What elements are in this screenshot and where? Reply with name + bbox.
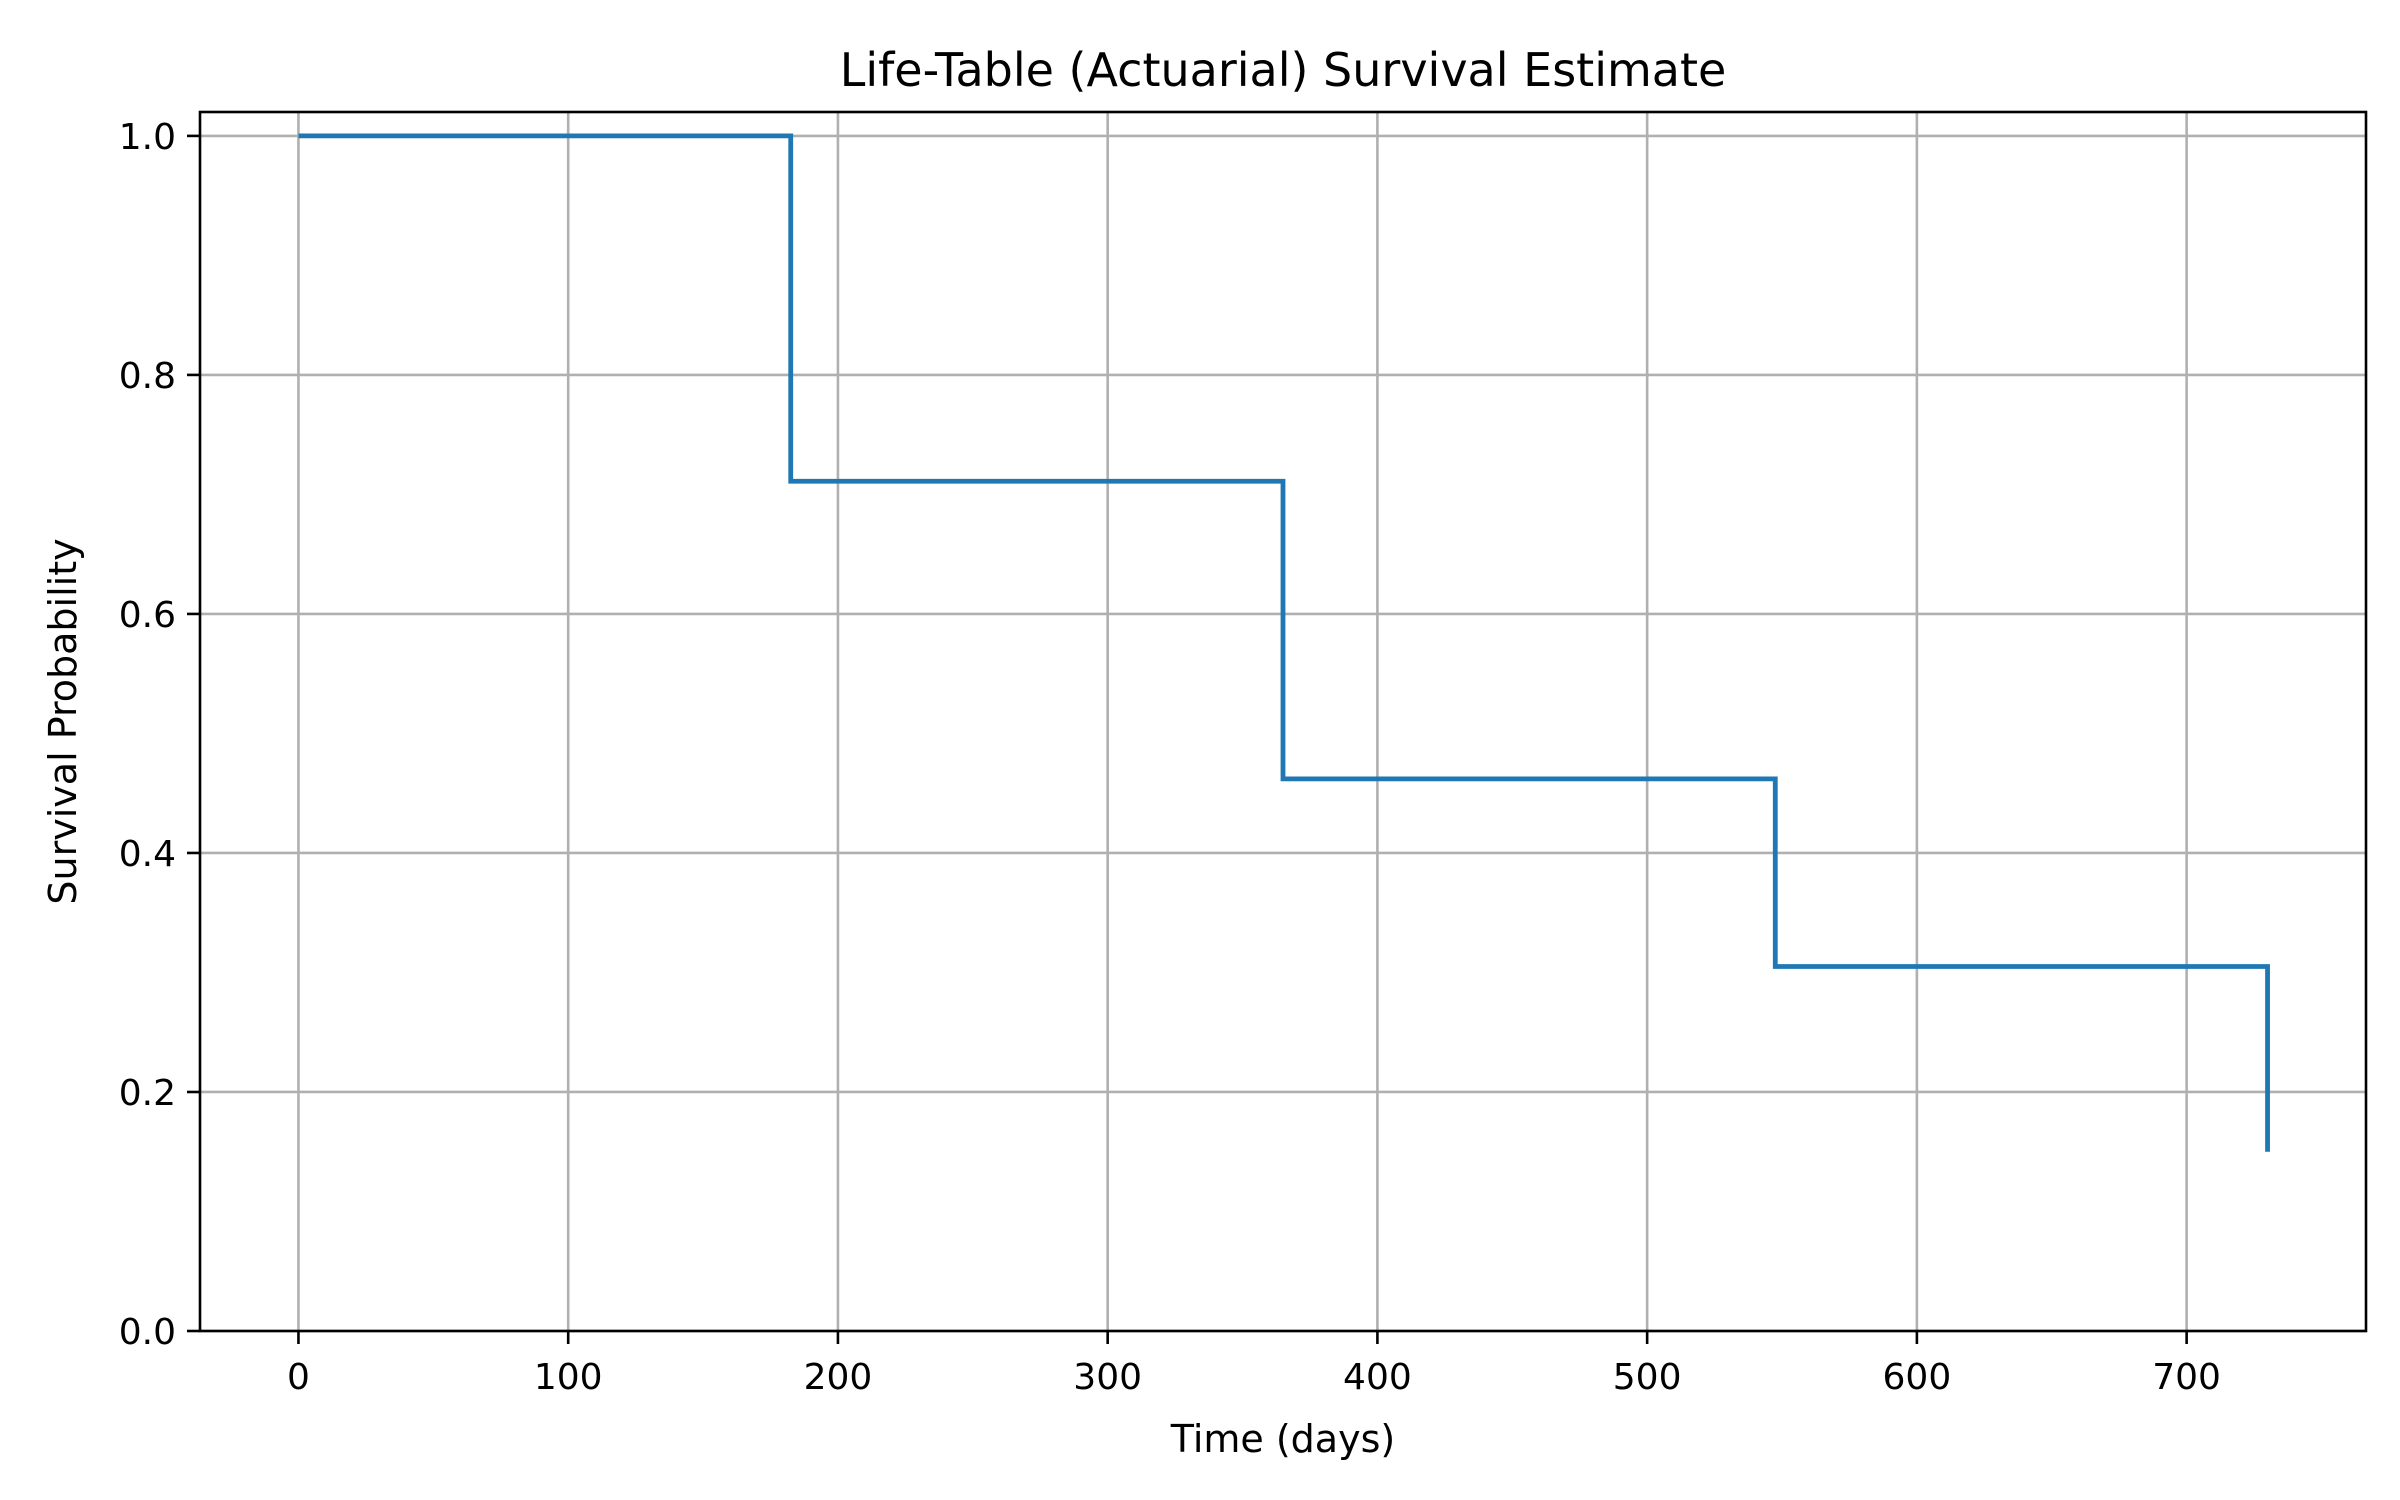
x-tick-label: 400: [1343, 1357, 1412, 1398]
series-layer: [298, 133, 2270, 1152]
x-tick-label: 100: [534, 1357, 603, 1398]
x-tick-label: 700: [2152, 1357, 2221, 1398]
x-tick-label: 600: [1883, 1357, 1952, 1398]
chart-title: Life-Table (Actuarial) Survival Estimate: [840, 43, 1727, 97]
x-tick-label: 300: [1073, 1357, 1142, 1398]
x-axis-label: Time (days): [1170, 1417, 1395, 1461]
y-tick-label: 0.4: [119, 834, 176, 875]
x-tick-label: 200: [804, 1357, 873, 1398]
y-axis-label: Survival Probability: [41, 538, 85, 904]
x-tick-label: 0: [287, 1357, 310, 1398]
y-tick-label: 0.8: [119, 356, 176, 397]
axes-frame: [198, 110, 2368, 1333]
x-tick-label: 500: [1613, 1357, 1682, 1398]
ticks: 0 100 200 300 400 500 600 700 0.0 0.2 0.4 0.6 0.8 1.0: [119, 117, 2221, 1398]
grid: [200, 112, 2366, 1333]
y-tick-label: 0.2: [119, 1073, 176, 1114]
y-tick-label: 1.0: [119, 117, 176, 158]
y-tick-label: 0.0: [119, 1312, 176, 1353]
survival-step-line: [298, 133, 2270, 1152]
y-tick-label: 0.6: [119, 595, 176, 636]
